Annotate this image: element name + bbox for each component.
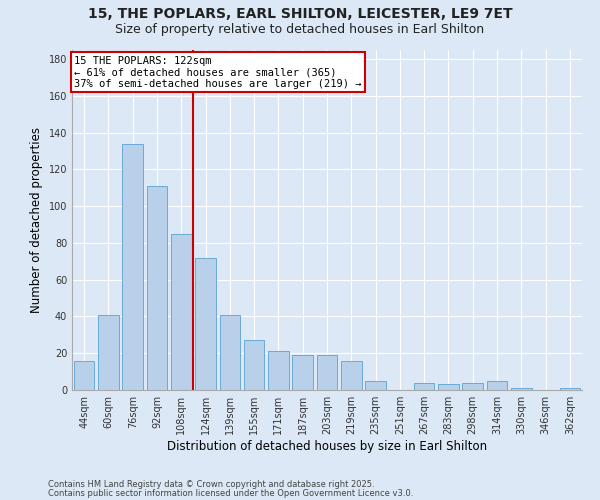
Bar [292,355,313,390]
X-axis label: Distribution of detached houses by size in Earl Shilton: Distribution of detached houses by size … [167,440,487,453]
Bar [511,388,532,390]
Bar [220,314,240,390]
Bar [171,234,191,390]
Bar [98,314,119,390]
Bar [74,360,94,390]
Bar [438,384,459,390]
Bar [195,258,216,390]
Bar [268,352,289,390]
Bar [365,381,386,390]
Bar [244,340,265,390]
Bar [414,382,434,390]
Y-axis label: Number of detached properties: Number of detached properties [30,127,43,313]
Bar [487,381,508,390]
Text: Contains HM Land Registry data © Crown copyright and database right 2025.: Contains HM Land Registry data © Crown c… [48,480,374,489]
Text: 15 THE POPLARS: 122sqm
← 61% of detached houses are smaller (365)
37% of semi-de: 15 THE POPLARS: 122sqm ← 61% of detached… [74,56,362,88]
Bar [560,388,580,390]
Text: 15, THE POPLARS, EARL SHILTON, LEICESTER, LE9 7ET: 15, THE POPLARS, EARL SHILTON, LEICESTER… [88,8,512,22]
Text: Contains public sector information licensed under the Open Government Licence v3: Contains public sector information licen… [48,488,413,498]
Bar [341,360,362,390]
Bar [463,382,483,390]
Bar [317,355,337,390]
Text: Size of property relative to detached houses in Earl Shilton: Size of property relative to detached ho… [115,22,485,36]
Bar [146,186,167,390]
Bar [122,144,143,390]
